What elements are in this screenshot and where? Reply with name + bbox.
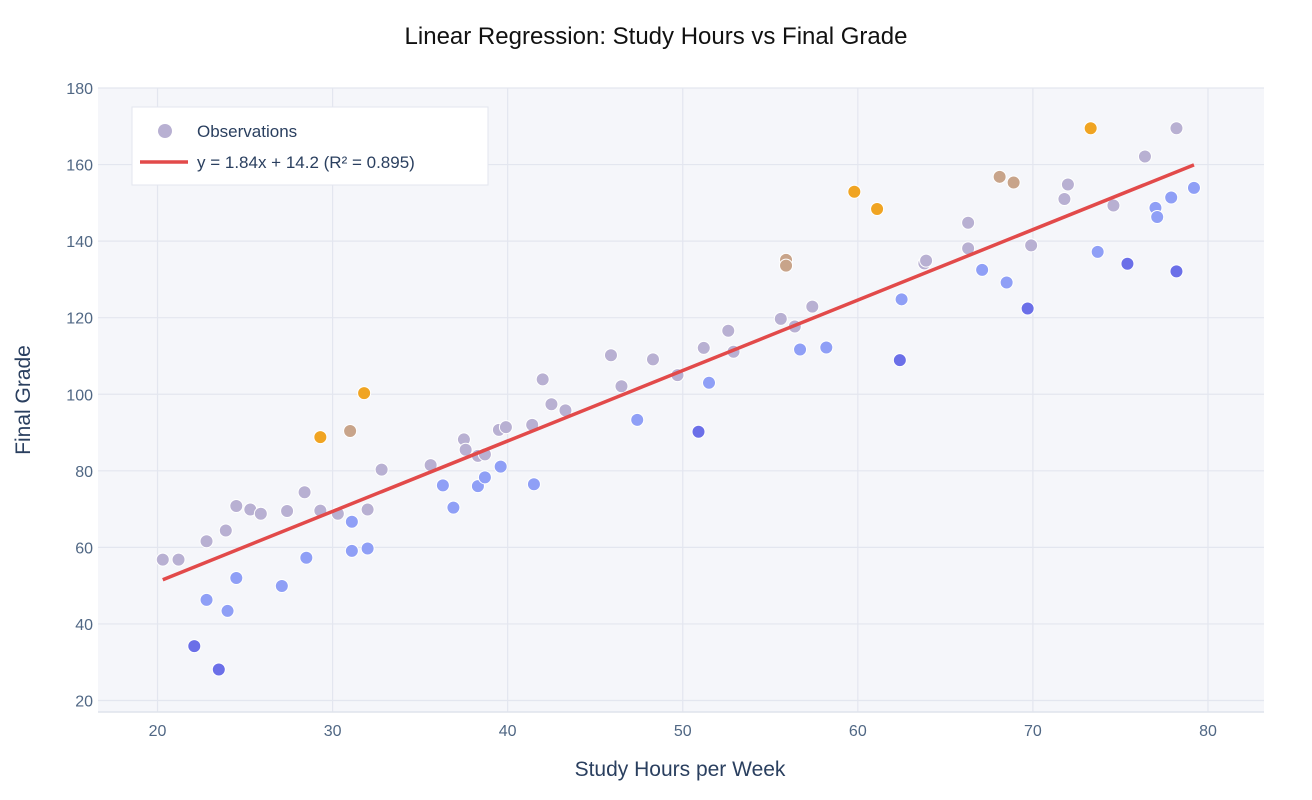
data-point xyxy=(229,499,244,514)
data-point xyxy=(344,514,359,529)
data-point xyxy=(870,201,885,216)
data-point xyxy=(498,420,513,435)
data-point xyxy=(526,477,541,492)
data-point xyxy=(999,275,1014,290)
x-axis-title: Study Hours per Week xyxy=(575,758,786,781)
data-point xyxy=(696,340,711,355)
data-point xyxy=(199,534,214,549)
y-tick-label: 180 xyxy=(66,81,93,98)
legend: Observations y = 1.84x + 14.2 (R² = 0.89… xyxy=(131,106,489,186)
y-tick-label: 140 xyxy=(66,234,93,251)
data-point xyxy=(892,353,907,368)
data-point xyxy=(1164,190,1179,205)
grid xyxy=(98,87,1264,712)
data-point xyxy=(630,412,645,427)
legend-box xyxy=(131,106,489,186)
data-point xyxy=(299,550,314,565)
data-point xyxy=(819,340,834,355)
data-point xyxy=(975,262,990,277)
data-point xyxy=(793,342,808,357)
data-point xyxy=(343,424,358,439)
y-tick-label: 20 xyxy=(75,694,93,711)
data-point xyxy=(544,397,559,412)
data-point xyxy=(199,592,214,607)
regression-line xyxy=(162,163,1195,582)
data-point xyxy=(1060,177,1075,192)
scatter-points xyxy=(155,121,1201,677)
data-point xyxy=(360,502,375,517)
data-point xyxy=(805,299,820,314)
data-point xyxy=(435,478,450,493)
data-point xyxy=(702,375,717,390)
data-point xyxy=(645,352,660,367)
data-point xyxy=(171,552,186,567)
legend-fit-label: y = 1.84x + 14.2 (R² = 0.895) xyxy=(197,153,415,172)
data-point xyxy=(1137,149,1152,164)
data-point xyxy=(155,552,170,567)
data-point xyxy=(1083,121,1098,136)
data-point xyxy=(253,506,268,521)
data-point xyxy=(1006,175,1021,190)
data-point xyxy=(313,430,328,445)
data-point xyxy=(1024,238,1039,253)
data-point xyxy=(477,470,492,485)
data-point xyxy=(535,372,550,387)
data-point xyxy=(919,253,934,268)
data-point xyxy=(691,424,706,439)
x-tick-label: 70 xyxy=(1024,723,1042,740)
data-point xyxy=(614,379,629,394)
y-tick-label: 160 xyxy=(66,158,93,175)
data-point xyxy=(1186,180,1201,195)
data-point xyxy=(1020,301,1035,316)
legend-observations-label: Observations xyxy=(197,122,297,141)
data-point xyxy=(773,311,788,326)
data-point xyxy=(779,258,794,273)
data-point xyxy=(1120,256,1135,271)
data-point xyxy=(1106,198,1121,213)
y-tick-label: 100 xyxy=(66,387,93,404)
data-point xyxy=(220,603,235,618)
x-tick-label: 60 xyxy=(849,723,867,740)
plot-area xyxy=(98,88,1264,712)
x-tick-label: 30 xyxy=(324,723,342,740)
data-point xyxy=(721,323,736,338)
data-point xyxy=(894,292,909,307)
y-axis-title: Final Grade xyxy=(12,345,35,455)
data-point xyxy=(1057,192,1072,207)
chart-title: Linear Regression: Study Hours vs Final … xyxy=(405,23,908,50)
data-point xyxy=(357,386,372,401)
data-point xyxy=(218,523,233,538)
data-point xyxy=(603,348,618,363)
data-point xyxy=(374,462,389,477)
data-point xyxy=(961,215,976,230)
data-point xyxy=(992,169,1007,184)
data-point xyxy=(847,184,862,199)
y-tick-label: 80 xyxy=(75,464,93,481)
data-point xyxy=(344,543,359,558)
y-tick-label: 40 xyxy=(75,617,93,634)
data-point xyxy=(1169,264,1184,279)
data-point xyxy=(446,500,461,515)
data-point xyxy=(211,662,226,677)
data-point xyxy=(493,459,508,474)
data-point xyxy=(1150,210,1165,225)
data-point xyxy=(1169,121,1184,136)
y-tick-label: 60 xyxy=(75,540,93,557)
x-tick-label: 20 xyxy=(149,723,167,740)
data-point xyxy=(229,571,244,586)
x-tick-label: 50 xyxy=(674,723,692,740)
legend-observations-marker xyxy=(158,124,172,138)
data-point xyxy=(187,639,202,654)
x-tick-label: 80 xyxy=(1199,723,1217,740)
y-tick-label: 120 xyxy=(66,311,93,328)
data-point xyxy=(360,541,375,556)
axes: 20 30 40 50 60 70 80 20 40 60 80 100 120 140 160 180 xyxy=(66,81,1264,740)
data-point xyxy=(1090,244,1105,259)
data-point xyxy=(274,579,289,594)
data-point xyxy=(297,485,312,500)
data-point xyxy=(280,504,295,519)
x-tick-label: 40 xyxy=(499,723,517,740)
